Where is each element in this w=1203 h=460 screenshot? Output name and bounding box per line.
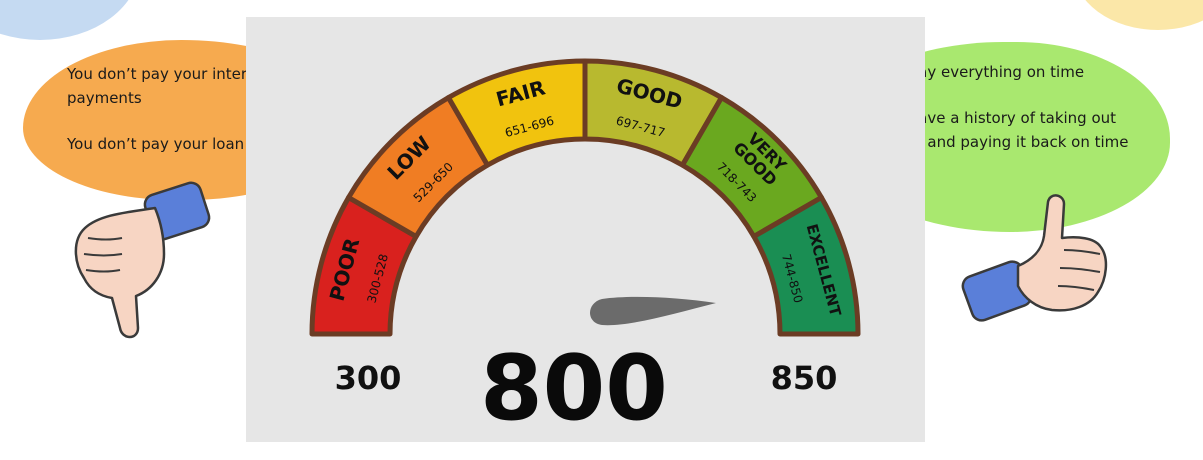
gauge-min-label: 300 — [335, 359, 402, 397]
positive-behavior-2: You have a history of taking out loans, … — [878, 109, 1129, 151]
credit-score-gauge-panel: POOR 300-528 LOW 529-650 FAIR 651-696 GOOD 697-… — [246, 17, 925, 442]
positive-behavior-1: You pay everything on time — [878, 63, 1085, 81]
credit-score-gauge: POOR 300-528LOW529-650FAIR651-696GOOD697-… — [309, 58, 861, 441]
gauge-segment-excellent — [751, 195, 861, 337]
gauge-segments — [309, 58, 861, 337]
gauge-needle — [590, 296, 716, 326]
decorative-blob-top-right — [1073, 0, 1203, 30]
negative-behavior-2: You don’t pay your loan — [67, 135, 245, 153]
decorative-blob-top-left — [0, 0, 140, 40]
negative-behavior-1: You don’t pay your interest payments — [67, 65, 270, 107]
thumbs-down-icon — [74, 181, 211, 339]
thumbs-up-icon — [961, 194, 1108, 322]
credit-score-value: 800 — [480, 336, 668, 441]
gauge-max-label: 850 — [771, 359, 838, 397]
